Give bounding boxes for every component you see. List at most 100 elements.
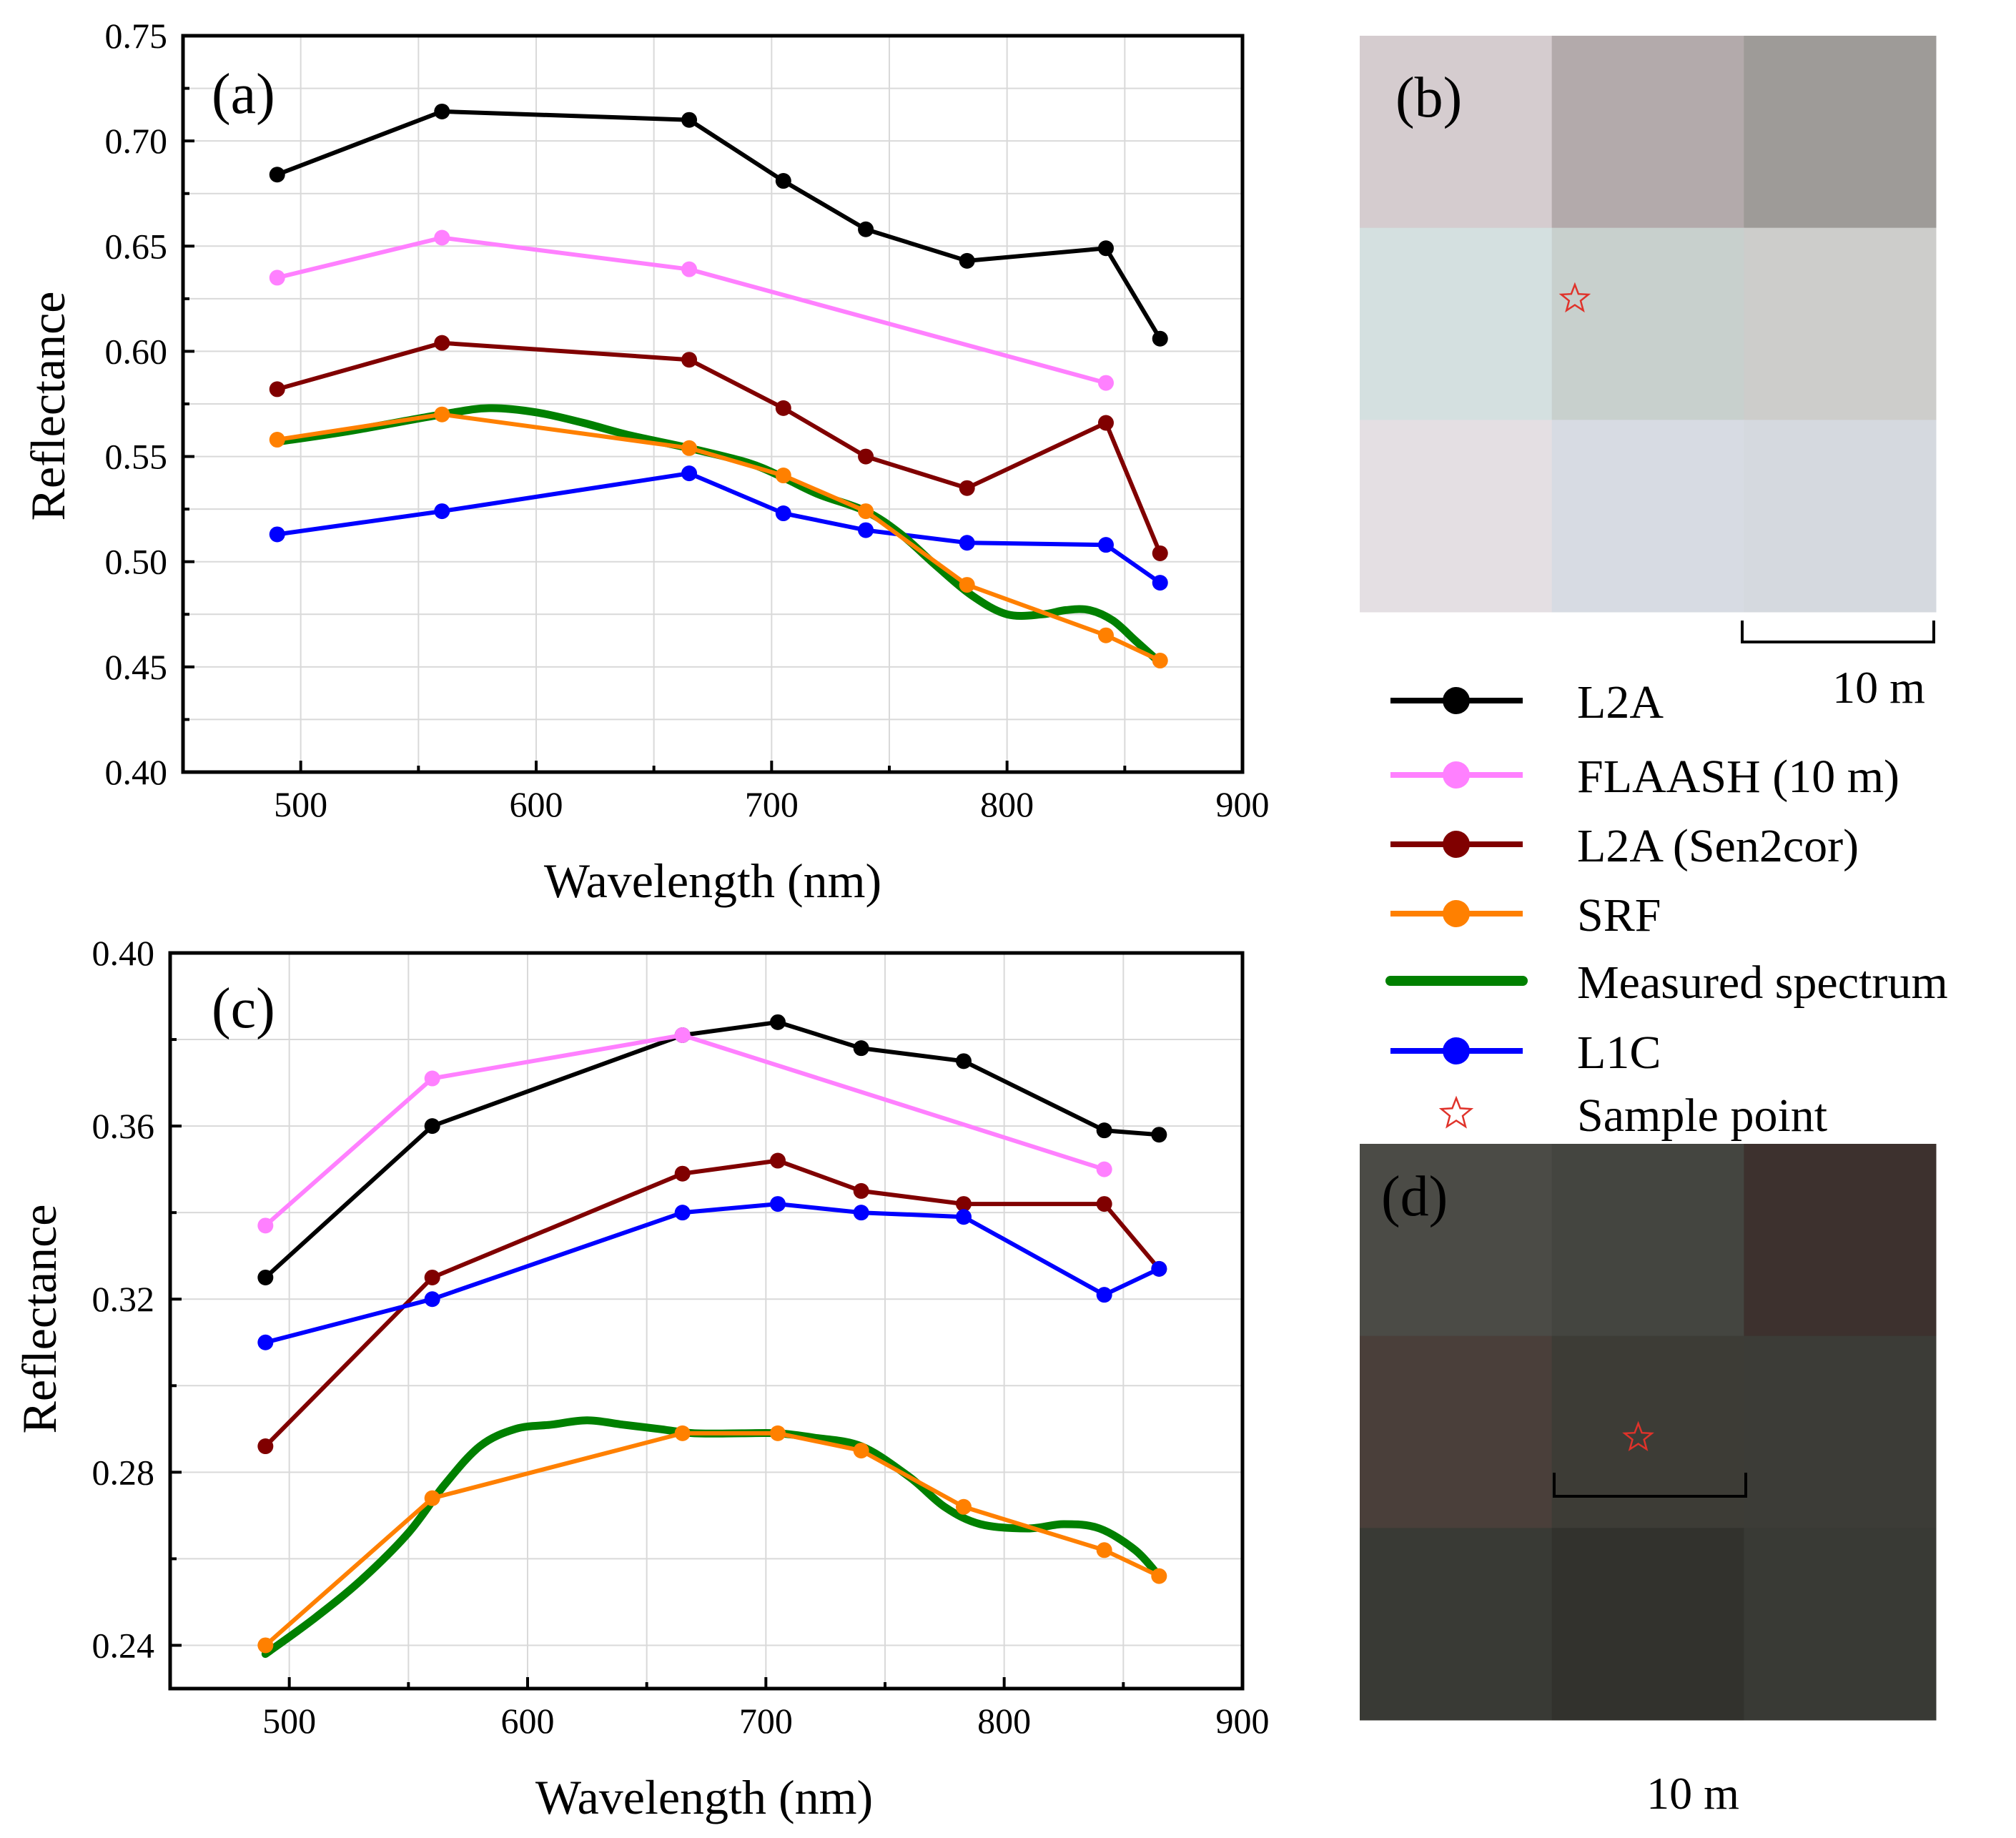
chart-a-series-l1c-point <box>1097 537 1114 553</box>
image-b-pixels <box>1360 36 1937 613</box>
chart-c-series-l2a-point <box>770 1014 786 1030</box>
chart-c-series-srf-point <box>257 1637 274 1654</box>
legend-label-l2a: L2A <box>1577 676 1664 728</box>
chart-a-series-l2a-line <box>275 109 1162 341</box>
chart-c-series-l2a-sen2cor-point <box>257 1438 274 1455</box>
chart-a-series-srf-point <box>959 577 975 593</box>
image-d-pixel <box>1360 1144 1553 1337</box>
chart-a-series-l2a-sen2cor-point <box>775 400 791 416</box>
image-b-pixel <box>1744 36 1937 229</box>
chart-a-y-tick-label: 0.50 <box>105 542 168 582</box>
chart-c-series-l2a-point <box>956 1053 972 1069</box>
image-b-pixel <box>1360 36 1553 229</box>
chart-a-series-l2a-sen2cor-point <box>269 381 285 397</box>
chart-c-series-srf-point <box>1096 1542 1112 1558</box>
chart-a-series-l2a-sen2cor-point <box>959 480 975 496</box>
chart-a-series-l2a-sen2cor-line <box>275 340 1162 555</box>
chart-c-x-tick-label: 600 <box>501 1701 555 1741</box>
image-b-pixel <box>1744 420 1937 613</box>
chart-a-series-l1c-point <box>858 522 874 538</box>
chart-a-series-l2a-point <box>434 103 450 119</box>
image-d-scale-label: 10 m <box>1646 1768 1739 1819</box>
chart-c-series-srf-line <box>263 1431 1162 1648</box>
chart-c-series-srf-point <box>424 1490 440 1506</box>
image-b-pixel <box>1551 420 1744 613</box>
image-d-pixel <box>1744 1144 1937 1337</box>
chart-c-series-l1c-point <box>1096 1287 1112 1303</box>
chart-c-series-l1c-point <box>674 1205 691 1221</box>
chart-a-series-srf-point <box>681 440 698 456</box>
chart-c-series-l2a-sen2cor-point <box>424 1269 440 1285</box>
chart-c-y-tick-label: 0.36 <box>92 1106 155 1146</box>
chart-a-y-tick-label: 0.45 <box>105 647 168 687</box>
image-b-pixel <box>1360 227 1553 420</box>
legend-label-sample-point: Sample point <box>1577 1090 1827 1142</box>
legend-star-icon <box>1438 1095 1474 1129</box>
chart-a-y-axis-title: Reflectance <box>21 292 75 521</box>
chart-c-series-flaash-10-m-point <box>1096 1161 1112 1177</box>
chart-c-series-l1c-point <box>424 1291 440 1308</box>
chart-a-series-srf-point <box>1152 653 1168 669</box>
chart-c-series <box>257 1014 1167 1659</box>
image-b-pixel <box>1360 420 1553 613</box>
chart-c-series-l2a-line <box>263 1019 1162 1280</box>
chart-c-frame <box>168 951 1245 1691</box>
chart-a-series <box>269 103 1168 669</box>
chart-a-series-measured-spectrum-line <box>273 404 1165 667</box>
chart-c-series-l1c-point <box>956 1209 972 1225</box>
chart-c-series-l2a-point <box>257 1269 274 1285</box>
image-b-scale-bar <box>1741 621 1935 643</box>
chart-a-y-tick-label: 0.65 <box>105 226 168 266</box>
image-panel-d: (d) 10 m <box>1360 1144 1937 1819</box>
chart-c-series-srf-point <box>674 1425 691 1441</box>
image-b-pixel <box>1551 227 1744 420</box>
chart-a-series-srf-point <box>858 503 874 520</box>
chart-a-series-flaash-10-m-point <box>269 270 285 286</box>
chart-c-y-axis-title: Reflectance <box>12 1205 66 1434</box>
legend-marker-l2a-sen2cor <box>1443 831 1470 858</box>
chart-a-series-l2a-sen2cor-point <box>434 335 450 351</box>
chart-c-series-srf-point <box>770 1425 786 1441</box>
chart-a-series-l2a-point <box>959 252 975 269</box>
chart-c-series-flaash-10-m-point <box>674 1027 691 1044</box>
image-b-pixel <box>1744 227 1937 420</box>
chart-c-series-flaash-10-m-point <box>257 1217 274 1234</box>
chart-a-series-srf-line <box>275 412 1162 663</box>
chart-c-series-l2a-sen2cor-point <box>674 1165 691 1182</box>
chart-a-x-axis-title: Wavelength (nm) <box>544 854 881 908</box>
chart-c-series-l2a-point <box>424 1118 440 1135</box>
chart-c-series-l2a-point <box>853 1040 869 1057</box>
chart-c-series-flaash-10-m-point <box>424 1070 440 1087</box>
chart-a-series-l2a-point <box>1097 240 1114 257</box>
image-d-pixel <box>1744 1528 1937 1721</box>
image-b-star-icon <box>1558 282 1591 313</box>
legend-item-flaash-10-m: FLAASH (10 m) <box>1390 751 1899 803</box>
image-d-pixel <box>1360 1335 1553 1528</box>
chart-a-series-l1c-point <box>775 505 791 522</box>
chart-c-y-tick-label: 0.28 <box>92 1452 155 1492</box>
legend-marker-flaash-10-m <box>1443 761 1470 789</box>
chart-c-series-flaash-10-m-line <box>263 1033 1107 1228</box>
chart-c-y-tick-label: 0.24 <box>92 1625 155 1665</box>
legend-item-l2a: L2A <box>1390 676 1664 728</box>
legend-marker-l2a <box>1443 687 1470 714</box>
chart-c-x-tick-label: 700 <box>739 1701 793 1741</box>
chart-c-x-tick-label: 800 <box>977 1701 1031 1741</box>
chart-a-series-srf-point <box>434 406 450 423</box>
chart-a-y-tick-label: 0.55 <box>105 437 168 477</box>
legend-label-l2a-sen2cor: L2A (Sen2cor) <box>1577 820 1859 872</box>
chart-a-series-l2a-point <box>269 167 285 183</box>
chart-a-series-l2a-sen2cor-point <box>858 448 874 465</box>
chart-c-panel-label: (c) <box>212 977 275 1040</box>
chart-c-series-l2a-sen2cor-point <box>770 1152 786 1169</box>
legend-item-measured-spectrum: Measured spectrum <box>1385 957 1948 1009</box>
image-d-pixel <box>1744 1335 1937 1528</box>
chart-a-series-l1c-point <box>1152 575 1168 591</box>
chart-a-ticks: 500 600 700 800 900 0.40 0.45 0.50 0.55 0.60 0.65 0… <box>105 16 1270 824</box>
legend-item-srf: SRF <box>1390 889 1661 942</box>
chart-c-series-l1c-point <box>257 1334 274 1350</box>
image-d-pixel <box>1360 1528 1553 1721</box>
chart-c-series-l1c-point <box>770 1196 786 1212</box>
chart-c-x-tick-label: 900 <box>1216 1701 1270 1741</box>
